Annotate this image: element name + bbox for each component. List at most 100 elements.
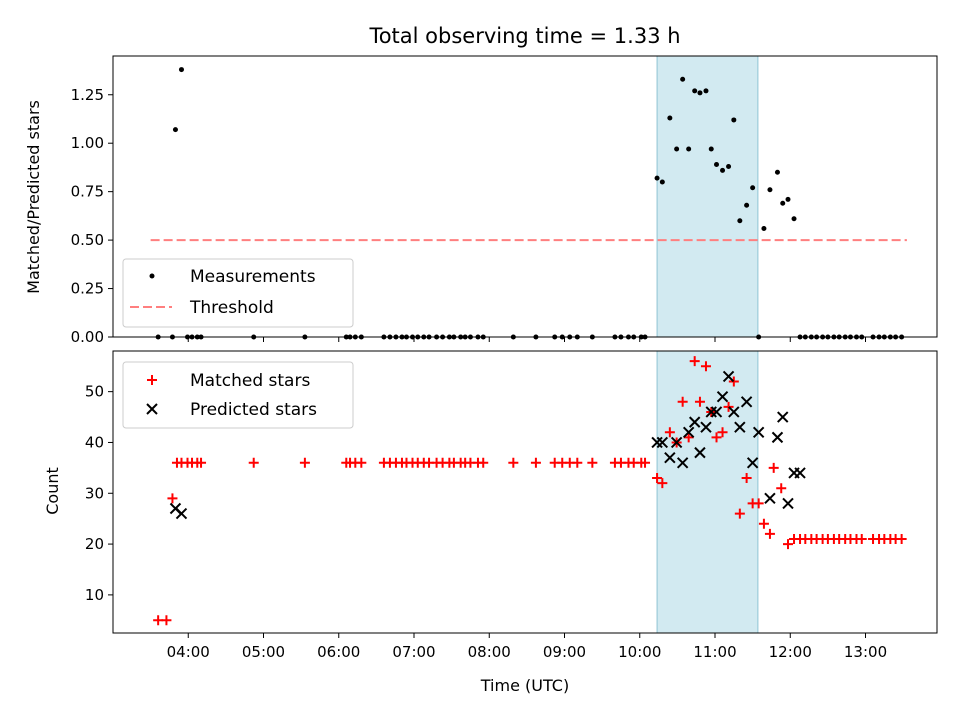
predicted-legend-label: Predicted stars (190, 400, 317, 420)
count-legend: Matched stars Predicted stars (122, 361, 354, 429)
matched-star-point (694, 396, 705, 407)
ratio-axes: 0.00 0.25 0.50 0.75 1.00 1.25 (71, 55, 938, 346)
measurements-legend-marker (149, 273, 155, 279)
matched-star-point (717, 427, 728, 438)
y-tick-label: 0.00 (71, 328, 104, 346)
matched-star-point (723, 401, 734, 412)
predicted-star-point (694, 446, 706, 459)
x-tick-label: 04:00 (167, 643, 210, 661)
matched-star-point (734, 508, 745, 519)
y-tick-label: 50 (85, 383, 104, 401)
predicted-star-point (771, 431, 784, 444)
predicted-star-point (688, 416, 701, 428)
x-tick-label: 09:00 (543, 643, 586, 661)
matched-star-point (478, 457, 489, 468)
predicted-star-point (740, 396, 753, 408)
measurement-point (654, 175, 660, 181)
x-tick-label: 11:00 (693, 643, 736, 661)
count-panel: 10 20 30 40 50 04:00 05:00 06:00 07:00 08:00 09:00… (43, 350, 938, 695)
count-axes: 10 20 30 40 50 04:00 05:00 06:00 07:00 08:00 09:00… (85, 350, 938, 661)
y-tick-label: 1.25 (71, 86, 104, 104)
predicted-star-point (722, 370, 735, 383)
measurement-point (697, 90, 703, 96)
matched-star-point (677, 396, 688, 407)
matched-star-point (764, 528, 775, 539)
x-tick-label: 05:00 (242, 643, 285, 661)
axes-frame (112, 55, 938, 338)
matched-star-point (248, 457, 259, 468)
measurement-point (761, 225, 767, 231)
predicted-star-point (682, 426, 695, 439)
measurement-point (774, 169, 780, 175)
measurement-point (744, 202, 750, 208)
measurement-point (692, 88, 698, 94)
predicted-legend-glyph (146, 403, 158, 415)
matched-star-point (768, 462, 779, 473)
count-series (153, 356, 907, 626)
matched-star-point (356, 457, 367, 468)
count-legend-box (122, 361, 354, 429)
ratio-legend: Measurements Threshold (122, 258, 354, 328)
highlight-span-top (656, 55, 759, 338)
matched-star-point (587, 457, 598, 468)
matched-legend-glyph (147, 375, 157, 385)
y-tick-label: 1.00 (71, 134, 104, 152)
matched-star-point (741, 473, 752, 484)
matched-star-point (652, 473, 663, 484)
matched-star-point (728, 376, 739, 387)
matched-legend-marker (147, 375, 157, 385)
measurement-point (726, 163, 732, 169)
y-tick-label: 0.25 (71, 280, 104, 298)
predicted-star-point (664, 451, 676, 464)
measurement-point (720, 167, 726, 173)
predicted-star-point (175, 507, 188, 520)
matched-star-point (711, 432, 722, 443)
axes-frame (112, 350, 938, 634)
matched-star-point (167, 493, 178, 504)
predicted-star-point (764, 492, 776, 505)
x-tick-label: 13:00 (844, 643, 887, 661)
y-tick-label: 20 (85, 535, 104, 553)
matched-star-point (196, 457, 207, 468)
measurement-point (708, 146, 714, 152)
ratio-y-axis-label: Matched/Predicted stars (24, 100, 43, 294)
measurement-point (767, 187, 773, 193)
matched-star-point (161, 615, 172, 626)
predicted-star-point (782, 497, 794, 510)
matched-star-point (640, 457, 651, 468)
matched-legend-label: Matched stars (190, 371, 310, 391)
predicted-star-point (794, 467, 806, 479)
observing-window-span (656, 55, 759, 338)
measurement-point (703, 88, 709, 94)
y-tick-label: 0.50 (71, 231, 104, 249)
predicted-star-point (728, 406, 740, 418)
measurement-point (750, 185, 756, 191)
predicted-star-point (676, 457, 689, 469)
matched-star-point (508, 457, 519, 468)
predicted-star-point (656, 436, 669, 449)
measurement-point (686, 146, 692, 152)
matched-star-point (657, 478, 668, 489)
x-tick-label: 07:00 (392, 643, 435, 661)
measurement-point (667, 115, 673, 121)
threshold-legend-label: Threshold (189, 298, 274, 318)
measurement-point (178, 67, 184, 73)
predicted-legend-marker (146, 403, 158, 415)
count-y-axis-label: Count (43, 467, 62, 515)
x-tick-label: 06:00 (317, 643, 360, 661)
x-tick-label: 12:00 (769, 643, 812, 661)
x-axis-label: Time (UTC) (480, 676, 569, 695)
measurements-legend-label: Measurements (190, 267, 316, 287)
y-tick-label: 30 (85, 484, 104, 502)
measurement-point (674, 146, 680, 152)
predicted-star-point (734, 421, 746, 433)
measurement-point (737, 218, 743, 224)
predicted-star-point (746, 457, 759, 469)
y-tick-label: 40 (85, 433, 104, 451)
y-tick-label: 10 (85, 586, 104, 604)
matched-star-point (664, 427, 675, 438)
matched-star-point (856, 534, 867, 544)
x-tick-label: 10:00 (618, 643, 661, 661)
matched-star-point (530, 457, 541, 468)
matched-star-point (758, 518, 769, 529)
